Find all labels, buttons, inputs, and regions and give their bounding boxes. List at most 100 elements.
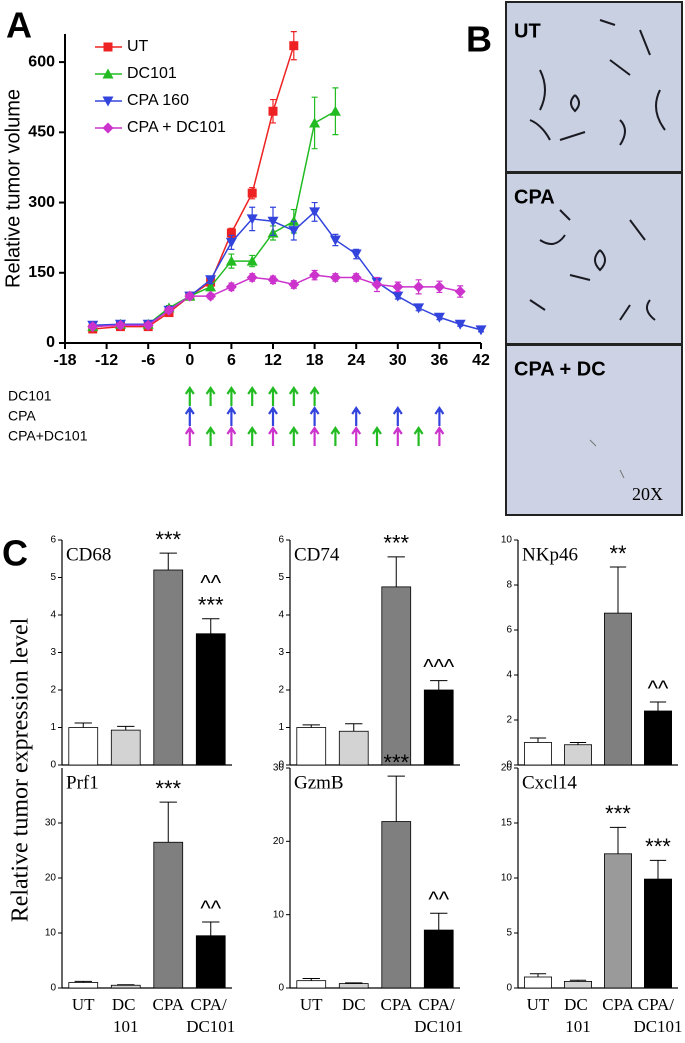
x-tick-label: CPA/ DC101 xyxy=(633,995,682,1036)
error-bar xyxy=(430,680,448,690)
data-point xyxy=(246,255,258,266)
legend-marker xyxy=(102,96,114,107)
bar xyxy=(195,935,226,989)
data-point xyxy=(114,319,126,331)
x-tick-label: 30 xyxy=(389,352,407,369)
x-tick-label: CPA/ DC101 xyxy=(414,995,463,1036)
micrograph-label: UT xyxy=(514,20,541,42)
data-point xyxy=(142,319,154,331)
data-point xyxy=(163,304,175,316)
x-tick-label: DC 101 xyxy=(564,995,592,1036)
y-tick-label: 0 xyxy=(50,983,56,994)
dose-arrow xyxy=(226,406,237,426)
y-tick-label: 2 xyxy=(278,685,284,696)
x-tick-label: UT xyxy=(72,995,95,1014)
data-point xyxy=(205,281,217,292)
data-point xyxy=(454,286,466,297)
significance-label: *** xyxy=(155,776,181,801)
dose-arrow xyxy=(351,406,362,426)
error-bar xyxy=(345,982,363,984)
significance-label: ** xyxy=(609,541,627,566)
y-tick-label: 6 xyxy=(506,625,512,636)
data-point xyxy=(309,207,321,218)
bar xyxy=(524,742,553,766)
significance-label: *** xyxy=(645,834,671,859)
dose-arrow xyxy=(288,386,299,406)
error-bar xyxy=(202,921,220,936)
legend-marker xyxy=(102,122,114,134)
data-point xyxy=(268,106,278,116)
data-point xyxy=(288,226,300,237)
y-tick-label: 600 xyxy=(28,53,55,70)
y-tick-label: 0 xyxy=(278,760,284,771)
data-point xyxy=(350,271,362,283)
bar xyxy=(110,729,141,766)
error-bar xyxy=(529,737,547,743)
data-point xyxy=(289,41,299,51)
y-tick-label: 2 xyxy=(50,685,56,696)
series-line xyxy=(92,210,482,331)
micrograph xyxy=(507,174,681,343)
y-tick-label: 6 xyxy=(278,535,284,546)
schedule-label: CPA xyxy=(8,408,36,424)
chart-title: CD74 xyxy=(294,544,340,565)
error-bar xyxy=(345,723,363,732)
legend-label: UT xyxy=(127,38,149,55)
error-bar xyxy=(159,552,177,570)
x-tick-label: 36 xyxy=(431,352,449,369)
x-tick-label: CPA xyxy=(380,995,412,1014)
x-tick-label: CPA xyxy=(152,995,184,1014)
x-tick-label: 18 xyxy=(306,352,324,369)
dose-arrow xyxy=(247,426,258,446)
chart-title: Prf1 xyxy=(66,772,99,793)
data-point xyxy=(225,281,237,293)
dose-arrow xyxy=(205,426,216,446)
x-tick-label: 6 xyxy=(227,352,236,369)
significance-label: ^^^ xyxy=(423,654,455,679)
bar xyxy=(68,982,99,989)
y-tick-label: 20 xyxy=(273,836,285,847)
error-bar xyxy=(387,775,405,822)
schedule-label: CPA+DC101 xyxy=(8,428,88,444)
data-point xyxy=(225,255,237,266)
dose-arrow xyxy=(184,426,195,446)
data-point xyxy=(329,105,341,116)
bar xyxy=(604,853,633,989)
x-tick-label: UT xyxy=(527,995,550,1014)
chart-title: GzmB xyxy=(294,772,344,793)
significance-label: ^^ xyxy=(200,896,221,921)
bar xyxy=(338,730,369,766)
error-bar xyxy=(302,724,320,728)
error-bar xyxy=(202,618,220,634)
data-point xyxy=(392,281,404,293)
dose-arrow xyxy=(392,406,403,426)
data-point xyxy=(205,275,217,286)
y-tick-label: 4 xyxy=(506,670,512,681)
bar xyxy=(153,569,184,766)
data-point xyxy=(454,319,466,330)
dose-arrow xyxy=(288,426,299,446)
x-tick-label: -18 xyxy=(53,352,76,369)
dose-arrow xyxy=(268,406,278,426)
dose-arrow xyxy=(372,426,382,446)
dose-arrow xyxy=(184,406,195,426)
y-axis-label: Relative tumor volume xyxy=(2,89,24,288)
y-tick-label: 3 xyxy=(50,647,56,658)
error-bar xyxy=(609,826,627,854)
magnification: 20X xyxy=(632,484,663,504)
dose-arrow xyxy=(226,386,237,406)
data-point xyxy=(246,271,258,283)
dose-arrow xyxy=(205,386,216,406)
chart-title: Cxcl14 xyxy=(522,772,577,793)
y-tick-label: 8 xyxy=(506,580,512,591)
y-tick-label: 5 xyxy=(506,928,512,939)
bar xyxy=(338,983,369,989)
y-tick-label: 450 xyxy=(28,124,55,141)
y-tick-label: 20 xyxy=(501,763,513,774)
data-point xyxy=(288,278,300,290)
chart-title: CD68 xyxy=(66,544,111,565)
significance-label: ^^ xyxy=(428,887,449,912)
shared-y-label: Relative tumor expression level xyxy=(8,617,34,922)
micrograph-panel: UT CPA CPA + DC 20X xyxy=(505,1,683,516)
x-tick-label: -6 xyxy=(141,352,155,369)
